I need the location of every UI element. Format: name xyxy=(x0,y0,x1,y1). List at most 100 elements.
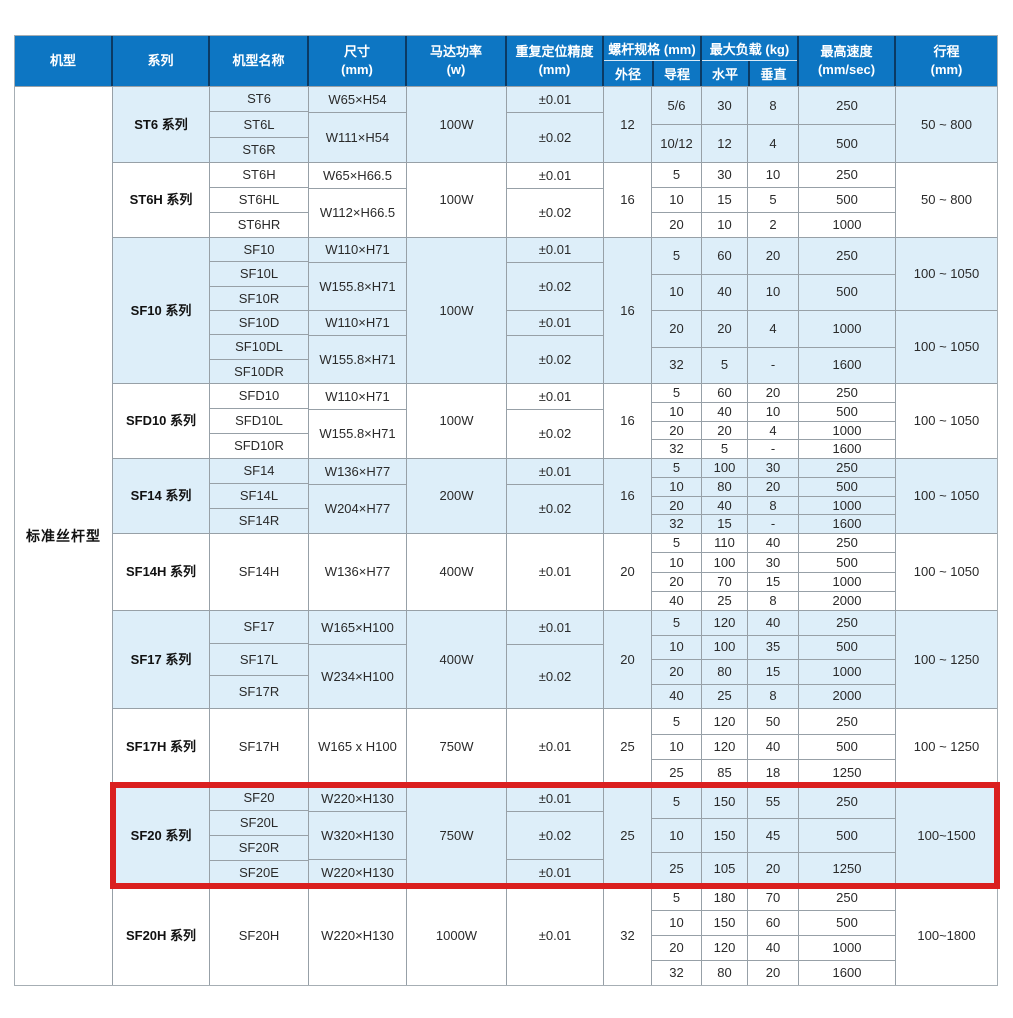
model-cell: ST6HL xyxy=(210,187,308,212)
speed-cell: 1000 xyxy=(799,935,895,960)
vert-load-cell: 70 xyxy=(765,890,781,906)
lead-cell: 5 xyxy=(672,167,681,183)
model-cell: SF10DL xyxy=(210,334,308,358)
vert-load-cell: 8 xyxy=(769,97,777,113)
vert-load-cell: - xyxy=(748,514,798,533)
stroke-cell: 100 ~ 1050 xyxy=(896,310,997,383)
horiz-load-cell: 105 xyxy=(702,851,747,885)
model-cell: SF20 xyxy=(243,790,275,806)
model-cell: SF17 xyxy=(243,619,275,635)
model-cell: SF20L xyxy=(210,810,308,835)
vert-load-cell: 4 xyxy=(748,310,798,347)
vert-load-cell: 30 xyxy=(748,552,798,571)
stroke-cell: 50 ~ 800 xyxy=(921,116,972,132)
outer-dia-cell: 20 xyxy=(620,564,635,580)
stroke-cell: 100 ~ 1250 xyxy=(913,651,980,667)
horiz-load-cell: 120 xyxy=(702,733,747,760)
vert-load-cell: 4 xyxy=(748,124,798,162)
size-cell: W155.8×H71 xyxy=(309,409,406,458)
lead-cell: 40 xyxy=(652,590,701,610)
vert-load-cell: 60 xyxy=(748,910,798,935)
model-cell: ST6HR xyxy=(210,212,308,237)
horiz-load-cell: 150 xyxy=(702,818,747,851)
lead-cell: 20 xyxy=(652,495,701,515)
series-cell: SF20H 系列 xyxy=(125,927,197,943)
vert-load-cell: 30 xyxy=(765,460,781,476)
power-cell: 100W xyxy=(439,302,474,318)
lead-cell: 5 xyxy=(672,460,681,476)
horiz-load-cell: 15 xyxy=(702,514,747,533)
horiz-load-cell: 80 xyxy=(702,659,747,684)
lead-cell: 10 xyxy=(652,552,701,571)
size-cell: W155.8×H71 xyxy=(309,262,406,310)
vert-load-cell: 10 xyxy=(748,401,798,421)
size-cell: W220×H130 xyxy=(321,790,394,806)
lead-cell: 10 xyxy=(652,187,701,212)
stroke-cell: 100~1500 xyxy=(917,827,976,843)
vert-load-cell: 20 xyxy=(748,476,798,496)
horiz-load-cell: 100 xyxy=(702,634,747,660)
stroke-cell: 100 ~ 1050 xyxy=(913,488,980,504)
vert-load-cell: 8 xyxy=(748,590,798,610)
series-band-5: SF14H 系列 SF14H W136×H77 400W ±0.01 20 5 10 20 40 1… xyxy=(113,533,997,610)
precision-cell: ±0.02 xyxy=(507,484,603,533)
header-outer-dia: 外径 xyxy=(614,67,641,82)
series-cell: SF17H 系列 xyxy=(125,739,197,755)
series-band-9: SF20H 系列 SF20H W220×H130 1000W ±0.01 32 5 10 20 3… xyxy=(113,885,997,985)
model-cell: SF10 xyxy=(243,241,275,257)
size-cell: W111×H54 xyxy=(309,112,406,162)
stroke-cell: 100 ~ 1250 xyxy=(913,739,980,755)
size-cell: W220×H130 xyxy=(309,859,406,885)
power-cell: 750W xyxy=(439,739,474,755)
horiz-load-cell: 60 xyxy=(717,385,732,401)
horiz-load-cell: 120 xyxy=(713,713,736,729)
outer-dia-cell: 16 xyxy=(620,488,635,504)
lead-cell: 10 xyxy=(652,733,701,760)
series-cell: SF14 系列 xyxy=(130,488,192,504)
vert-load-cell: 4 xyxy=(748,420,798,440)
model-cell: SF20R xyxy=(210,835,308,860)
lead-cell: 32 xyxy=(652,514,701,533)
vert-load-cell: 10 xyxy=(748,273,798,311)
speed-cell: 500 xyxy=(799,552,895,571)
vert-load-cell: 50 xyxy=(765,713,781,729)
model-cell: SF17R xyxy=(210,675,308,708)
machine-type-cell: 标准丝杆型 xyxy=(15,87,113,985)
lead-cell: 10/12 xyxy=(652,124,701,162)
horiz-load-cell: 15 xyxy=(702,187,747,212)
series-bands: ST6 系列 ST6 ST6L ST6R W65×H54 W111×H54 100W ±0.0… xyxy=(110,87,1000,985)
precision-cell: ±0.01 xyxy=(538,790,572,806)
size-cell: W110×H71 xyxy=(325,242,390,258)
model-cell: SF17L xyxy=(210,642,308,676)
horiz-load-cell: 85 xyxy=(702,759,747,785)
vert-load-cell: 40 xyxy=(765,614,781,630)
series-cell: ST6H 系列 xyxy=(129,192,193,208)
lead-cell: 20 xyxy=(652,310,701,347)
series-band-8: SF20 系列 SF20 SF20L SF20R SF20E W220×H130 W320×… xyxy=(110,782,1000,889)
precision-cell: ±0.01 xyxy=(538,91,572,107)
model-cell: ST6 xyxy=(247,91,271,107)
speed-cell: 500 xyxy=(799,476,895,496)
series-cell: SF14H 系列 xyxy=(125,564,197,580)
model-cell: SF10R xyxy=(210,285,308,310)
header-motor-power: 马达功率 (w) xyxy=(407,36,507,86)
size-cell: W320×H130 xyxy=(309,810,406,860)
precision-cell: ±0.02 xyxy=(507,409,603,458)
horiz-load-cell: 25 xyxy=(702,683,747,709)
horiz-load-cell: 150 xyxy=(713,794,736,810)
power-cell: 1000W xyxy=(435,927,478,943)
lead-cell: 10 xyxy=(652,401,701,421)
model-cell: SF20H xyxy=(238,927,280,943)
speed-cell: 1000 xyxy=(799,495,895,515)
precision-cell: ±0.01 xyxy=(507,310,603,335)
speed-cell: 1250 xyxy=(799,851,895,885)
size-cell: W110×H71 xyxy=(325,388,390,404)
stroke-cell: 100 ~ 1050 xyxy=(913,564,980,580)
horiz-load-cell: 100 xyxy=(702,552,747,571)
horiz-load-cell: 150 xyxy=(702,910,747,935)
size-cell: W136×H77 xyxy=(324,564,391,580)
lead-cell: 40 xyxy=(652,683,701,709)
lead-cell: 5 xyxy=(672,247,681,263)
lead-cell: 20 xyxy=(652,420,701,440)
size-cell: W110×H71 xyxy=(309,310,406,335)
